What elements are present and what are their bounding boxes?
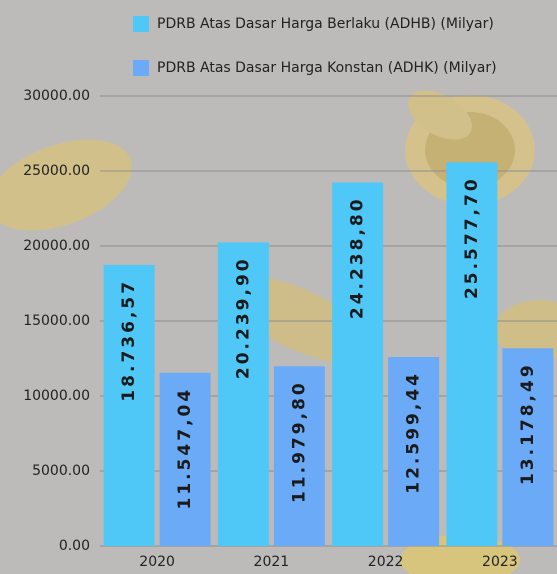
value-label: 25.577,70: [462, 176, 482, 299]
y-tick-label: 15000.00: [23, 313, 90, 329]
legend-swatch: [133, 16, 149, 32]
legend-label: PDRB Atas Dasar Harga Berlaku (ADHB) (Mi…: [157, 16, 494, 32]
x-tick-label: 2020: [139, 554, 175, 570]
y-tick-label: 30000.00: [23, 88, 90, 104]
legend-label: PDRB Atas Dasar Harga Konstan (ADHK) (Mi…: [157, 60, 497, 76]
value-label: 20.239,90: [233, 256, 253, 379]
value-label: 18.736,57: [119, 279, 139, 402]
chart: 0.00 5000.00 10000.00 15000.00 20000.00 25000…: [0, 0, 557, 574]
x-tick-label: 2022: [368, 554, 404, 570]
value-label: 24.238,80: [348, 196, 368, 319]
value-label: 13.178,49: [518, 362, 538, 485]
page: 0.00 5000.00 10000.00 15000.00 20000.00 25000…: [0, 0, 557, 574]
y-tick-label: 10000.00: [23, 388, 90, 404]
y-tick-label: 5000.00: [32, 463, 90, 479]
x-tick-label: 2021: [254, 554, 290, 570]
value-label: 12.599,44: [404, 371, 424, 494]
y-tick-label: 20000.00: [23, 238, 90, 254]
value-label: 11.547,04: [175, 387, 195, 510]
legend-swatch: [133, 60, 149, 76]
y-tick-label: 25000.00: [23, 163, 90, 179]
x-tick-label: 2023: [482, 554, 518, 570]
value-label: 11.979,80: [289, 380, 309, 503]
y-tick-label: 0.00: [59, 538, 90, 554]
